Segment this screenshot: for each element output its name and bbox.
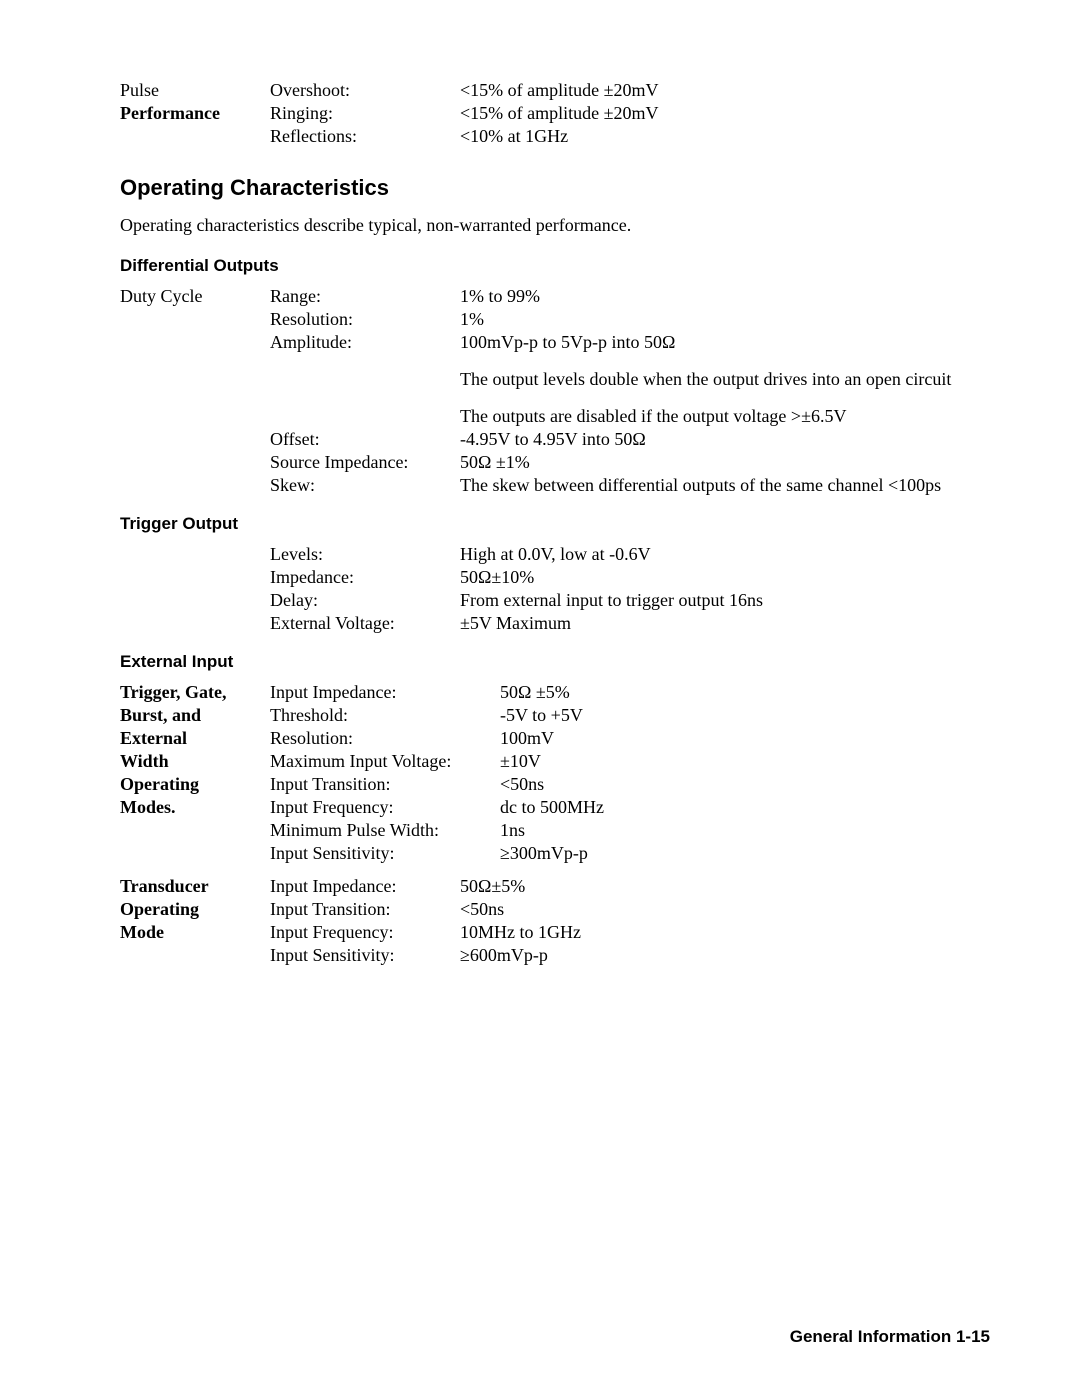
op-char-heading: Operating Characteristics bbox=[120, 175, 1010, 201]
ext-in-b1-value-4: <50ns bbox=[500, 774, 1010, 795]
ext-in-b1-label-7: Input Sensitivity: bbox=[270, 843, 500, 864]
trig-out-label-0: Levels: bbox=[270, 544, 460, 565]
trig-out-label-1: Impedance: bbox=[270, 567, 460, 588]
ext-in-heading: External Input bbox=[120, 652, 1010, 672]
pulse-perf-value-1: <15% of amplitude ±20mV bbox=[460, 103, 1010, 124]
trig-out-value-1: 50Ω±10% bbox=[460, 567, 1010, 588]
pulse-performance-block: Pulse Overshoot: <15% of amplitude ±20mV… bbox=[120, 80, 1010, 147]
pulse-perf-label-2: Reflections: bbox=[270, 126, 460, 147]
ext-in-b1-title-0: Trigger, Gate, bbox=[120, 682, 270, 703]
diff-out-r1-label-1: Resolution: bbox=[270, 309, 460, 330]
ext-in-b1-value-6: 1ns bbox=[500, 820, 1010, 841]
trig-out-heading: Trigger Output bbox=[120, 514, 1010, 534]
ext-in-b1-value-0: 50Ω ±5% bbox=[500, 682, 1010, 703]
pulse-perf-value-2: <10% at 1GHz bbox=[460, 126, 1010, 147]
page-footer: General Information 1-15 bbox=[790, 1327, 990, 1347]
ext-in-b1-value-7: ≥300mVp-p bbox=[500, 843, 1010, 864]
ext-in-block2: Transducer Input Impedance: 50Ω±5% Opera… bbox=[120, 876, 1010, 966]
trig-out-value-0: High at 0.0V, low at -0.6V bbox=[460, 544, 1010, 565]
trig-out-block: Levels: High at 0.0V, low at -0.6V Imped… bbox=[120, 544, 1010, 634]
pulse-perf-label-0: Overshoot: bbox=[270, 80, 460, 101]
diff-out-r1-value-2: 100mVp-p to 5Vp-p into 50Ω bbox=[460, 332, 1010, 353]
ext-in-b2-value-1: <50ns bbox=[460, 899, 1010, 920]
ext-in-b2-label-1: Input Transition: bbox=[270, 899, 460, 920]
pulse-perf-title-2: Performance bbox=[120, 103, 270, 124]
trig-out-value-2: From external input to trigger output 16… bbox=[460, 590, 1010, 611]
ext-in-b1-label-0: Input Impedance: bbox=[270, 682, 500, 703]
ext-in-b2-label-3: Input Sensitivity: bbox=[270, 945, 460, 966]
diff-out-heading: Differential Outputs bbox=[120, 256, 1010, 276]
diff-out-r1-value-0: 1% to 99% bbox=[460, 286, 1010, 307]
ext-in-b1-title-3: Width bbox=[120, 751, 270, 772]
pulse-perf-title-1: Pulse bbox=[120, 80, 270, 101]
ext-in-b2-title-0: Transducer bbox=[120, 876, 270, 897]
diff-out-r2-label-2: Skew: bbox=[270, 475, 460, 496]
ext-in-b2-value-2: 10MHz to 1GHz bbox=[460, 922, 1010, 943]
pulse-perf-label-1: Ringing: bbox=[270, 103, 460, 124]
ext-in-b1-title-2: External bbox=[120, 728, 270, 749]
diff-out-r1-value-1: 1% bbox=[460, 309, 1010, 330]
ext-in-b1-label-1: Threshold: bbox=[270, 705, 500, 726]
diff-out-block: Duty Cycle Range: 1% to 99% Resolution: … bbox=[120, 286, 1010, 496]
diff-out-note2: The outputs are disabled if the output v… bbox=[460, 406, 1010, 427]
ext-in-b1-value-5: dc to 500MHz bbox=[500, 797, 1010, 818]
trig-out-value-3: ±5V Maximum bbox=[460, 613, 1010, 634]
ext-in-b1-title-4: Operating bbox=[120, 774, 270, 795]
ext-in-b2-title-2: Mode bbox=[120, 922, 270, 943]
ext-in-b1-label-4: Input Transition: bbox=[270, 774, 500, 795]
ext-in-b2-title-1: Operating bbox=[120, 899, 270, 920]
pulse-perf-value-0: <15% of amplitude ±20mV bbox=[460, 80, 1010, 101]
ext-in-b2-label-2: Input Frequency: bbox=[270, 922, 460, 943]
diff-out-r2-value-1: 50Ω ±1% bbox=[460, 452, 1010, 473]
diff-out-title: Duty Cycle bbox=[120, 286, 270, 307]
ext-in-b1-value-2: 100mV bbox=[500, 728, 1010, 749]
diff-out-r2-label-1: Source Impedance: bbox=[270, 452, 460, 473]
ext-in-b2-value-3: ≥600mVp-p bbox=[460, 945, 1010, 966]
ext-in-b1-label-2: Resolution: bbox=[270, 728, 500, 749]
ext-in-b1-label-3: Maximum Input Voltage: bbox=[270, 751, 500, 772]
op-char-desc: Operating characteristics describe typic… bbox=[120, 215, 1010, 236]
ext-in-b1-title-1: Burst, and bbox=[120, 705, 270, 726]
ext-in-b1-value-1: -5V to +5V bbox=[500, 705, 1010, 726]
trig-out-label-2: Delay: bbox=[270, 590, 460, 611]
diff-out-r2-label-0: Offset: bbox=[270, 429, 460, 450]
diff-out-r1-label-2: Amplitude: bbox=[270, 332, 460, 353]
ext-in-block1: Trigger, Gate, Input Impedance: 50Ω ±5% … bbox=[120, 682, 1010, 864]
diff-out-r2-value-0: -4.95V to 4.95V into 50Ω bbox=[460, 429, 1010, 450]
diff-out-note1: The output levels double when the output… bbox=[460, 369, 1010, 390]
ext-in-b1-label-6: Minimum Pulse Width: bbox=[270, 820, 500, 841]
ext-in-b1-title-5: Modes. bbox=[120, 797, 270, 818]
trig-out-label-3: External Voltage: bbox=[270, 613, 460, 634]
ext-in-b2-value-0: 50Ω±5% bbox=[460, 876, 1010, 897]
ext-in-b1-label-5: Input Frequency: bbox=[270, 797, 500, 818]
diff-out-r2-value-2: The skew between differential outputs of… bbox=[460, 475, 1010, 496]
ext-in-b2-label-0: Input Impedance: bbox=[270, 876, 460, 897]
ext-in-b1-value-3: ±10V bbox=[500, 751, 1010, 772]
diff-out-r1-label-0: Range: bbox=[270, 286, 460, 307]
